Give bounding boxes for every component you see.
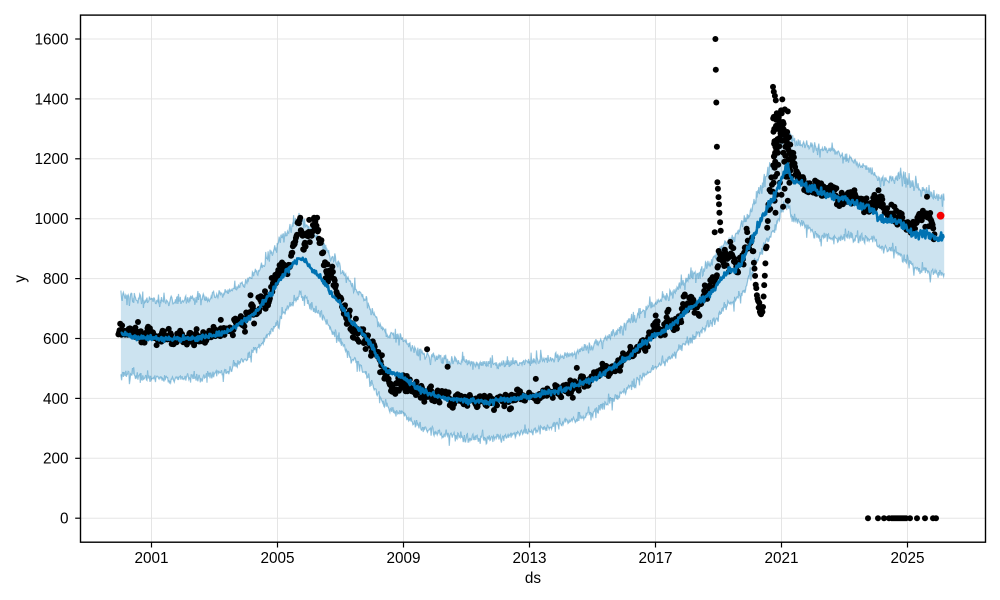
svg-text:2013: 2013 <box>512 550 546 567</box>
svg-text:600: 600 <box>43 331 69 348</box>
svg-text:2017: 2017 <box>638 550 672 567</box>
svg-text:y: y <box>12 275 29 283</box>
svg-text:800: 800 <box>43 271 69 288</box>
svg-text:2001: 2001 <box>134 550 168 567</box>
svg-text:2009: 2009 <box>386 550 420 567</box>
svg-text:2021: 2021 <box>764 550 798 567</box>
svg-text:ds: ds <box>525 570 542 587</box>
svg-text:1000: 1000 <box>34 211 68 228</box>
svg-text:2025: 2025 <box>890 550 924 567</box>
svg-text:1600: 1600 <box>34 31 68 48</box>
svg-text:200: 200 <box>43 451 69 468</box>
svg-text:1200: 1200 <box>34 151 68 168</box>
svg-text:0: 0 <box>60 511 69 528</box>
svg-text:400: 400 <box>43 391 69 408</box>
svg-text:2005: 2005 <box>260 550 294 567</box>
svg-text:1400: 1400 <box>34 91 68 108</box>
